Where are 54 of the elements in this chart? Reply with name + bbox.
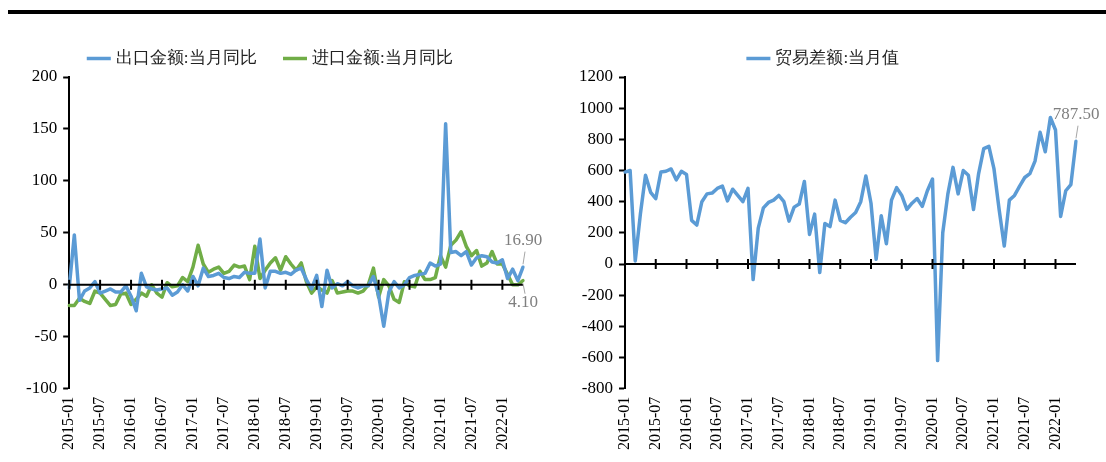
- x-tick-label: 2017-07: [768, 396, 786, 450]
- data-label: 787.50: [1052, 104, 1100, 124]
- x-tick-label: 2022-01: [1045, 396, 1063, 450]
- x-tick-label: 2015-01: [59, 396, 77, 450]
- x-tick-label: 2016-01: [121, 396, 139, 450]
- y-tick-label: -100: [25, 378, 58, 398]
- y-tick-label: 800: [587, 128, 613, 148]
- data-label: 4.10: [508, 292, 538, 312]
- x-tick-label: 2015-07: [645, 396, 663, 450]
- x-tick-label: 2021-01: [984, 396, 1002, 450]
- y-tick-label: -200: [581, 284, 613, 304]
- x-tick-label: 2016-07: [707, 396, 725, 450]
- y-tick-label: 0: [48, 274, 58, 294]
- x-tick-label: 2017-01: [738, 396, 756, 450]
- x-tick-label: 2019-01: [306, 396, 324, 450]
- x-tick-label: 2021-07: [1014, 396, 1032, 450]
- x-tick-label: 2020-01: [368, 396, 386, 450]
- legend-label: 贸易差额:当月值: [775, 47, 900, 67]
- y-tick-label: 100: [31, 170, 58, 190]
- y-tick-label: 50: [40, 222, 58, 242]
- y-tick-label: 150: [31, 118, 58, 138]
- y-tick-label: 200: [31, 66, 58, 86]
- x-tick-label: 2021-01: [430, 396, 448, 450]
- x-tick-label: 2019-07: [891, 396, 909, 450]
- x-tick-label: 2018-07: [830, 396, 848, 450]
- x-tick-label: 2019-07: [337, 396, 355, 450]
- x-tick-label: 2016-07: [152, 396, 170, 450]
- y-tick-label: -800: [581, 378, 613, 398]
- data-label: 16.90: [503, 230, 543, 250]
- x-tick-label: 2020-07: [953, 396, 971, 450]
- y-tick-label: -400: [581, 315, 613, 335]
- x-tick-label: 2021-07: [461, 396, 479, 450]
- x-tick-label: 2016-01: [676, 396, 694, 450]
- x-tick-label: 2018-01: [799, 396, 817, 450]
- x-tick-label: 2020-07: [399, 396, 417, 450]
- y-tick-label: 1000: [579, 97, 613, 117]
- x-tick-label: 2018-01: [245, 396, 263, 450]
- x-tick-label: 2020-01: [922, 396, 940, 450]
- x-tick-label: 2017-07: [214, 396, 232, 450]
- y-tick-label: 0: [604, 253, 613, 273]
- x-tick-label: 2017-01: [183, 396, 201, 450]
- legend-label: 出口金额:当月同比: [115, 47, 257, 67]
- x-tick-label: 2015-01: [615, 396, 633, 450]
- y-tick-label: 600: [587, 159, 613, 179]
- legend-label: 进口金额:当月同比: [312, 47, 453, 67]
- y-tick-label: 1200: [579, 66, 613, 86]
- y-tick-label: 200: [587, 222, 613, 242]
- x-tick-label: 2018-07: [275, 396, 293, 450]
- y-tick-label: -600: [581, 346, 613, 366]
- y-tick-label: -50: [34, 326, 58, 346]
- x-tick-label: 2019-01: [861, 396, 879, 450]
- y-tick-label: 400: [587, 191, 613, 211]
- x-tick-label: 2015-07: [90, 396, 108, 450]
- x-tick-label: 2022-01: [492, 396, 510, 450]
